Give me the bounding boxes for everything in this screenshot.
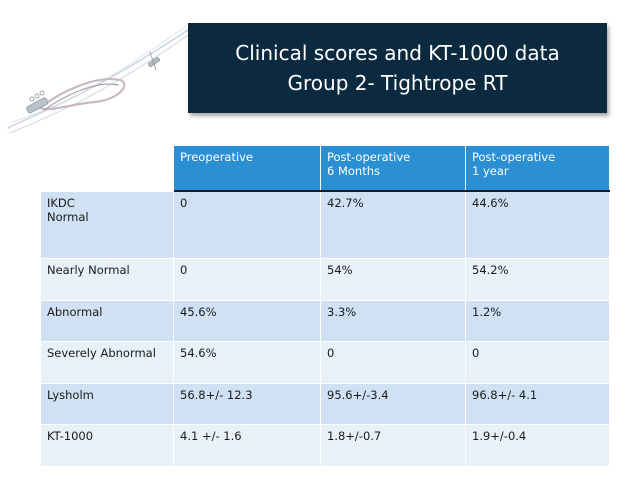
- table-row: Nearly Normal 0 54% 54.2%: [40, 258, 610, 301]
- row-label-ikdc-normal: IKDC Normal: [40, 190, 174, 260]
- clinical-scores-table: Preoperative Post-operative 6 Months Pos…: [40, 145, 610, 467]
- table-cell: 1.2%: [465, 299, 610, 343]
- header-6m-line-2: 6 Months: [327, 164, 381, 178]
- table-row: Lysholm 56.8+/- 12.3 95.6+/-3.4 96.8+/- …: [40, 382, 610, 426]
- row-label-abnormal: Abnormal: [40, 299, 174, 343]
- table-header-row: Preoperative Post-operative 6 Months Pos…: [40, 145, 610, 192]
- row-label-nearly-normal: Nearly Normal: [40, 258, 174, 301]
- table-cell: 0: [173, 258, 321, 301]
- header-6m-line-1: Post-operative: [327, 150, 411, 164]
- header-preoperative: Preoperative: [173, 145, 321, 192]
- table-cell: 3.3%: [320, 299, 466, 343]
- table-cell: 1.9+/-0.4: [465, 424, 610, 467]
- slide-title-line-1: Clinical scores and KT-1000 data: [235, 41, 560, 65]
- table-cell: 4.1 +/- 1.6: [173, 424, 321, 467]
- header-1y-line-2: 1 year: [472, 164, 509, 178]
- table-row: Severely Abnormal 54.6% 0 0: [40, 341, 610, 384]
- header-post-operative-6-months: Post-operative 6 Months: [320, 145, 466, 192]
- slide-title: Clinical scores and KT-1000 data Group 2…: [188, 23, 607, 113]
- header-post-operative-1-year: Post-operative 1 year: [465, 145, 610, 192]
- table-cell: 45.6%: [173, 299, 321, 343]
- table-row: IKDC Normal 0 42.7% 44.6%: [40, 190, 610, 260]
- table-cell: 0: [173, 190, 321, 260]
- table-row: Abnormal 45.6% 3.3% 1.2%: [40, 299, 610, 343]
- table-cell: 96.8+/- 4.1: [465, 382, 610, 426]
- header-preoperative-label: Preoperative: [180, 150, 254, 164]
- header-corner-cell: [40, 145, 174, 192]
- table-cell: 95.6+/-3.4: [320, 382, 466, 426]
- table-cell: 54%: [320, 258, 466, 301]
- table-cell: 54.6%: [173, 341, 321, 384]
- table-cell: 44.6%: [465, 190, 610, 260]
- row-label-kt-1000: KT-1000: [40, 424, 174, 467]
- table-cell: 56.8+/- 12.3: [173, 382, 321, 426]
- table-cell: 0: [320, 341, 466, 384]
- table-cell: 42.7%: [320, 190, 466, 260]
- header-1y-line-1: Post-operative: [472, 150, 556, 164]
- table-cell: 0: [465, 341, 610, 384]
- row-label-line-1: IKDC: [47, 196, 75, 210]
- tightrope-device-illustration: [7, 25, 191, 134]
- row-label-severely-abnormal: Severely Abnormal: [40, 341, 174, 384]
- table-cell: 54.2%: [465, 258, 610, 301]
- table-row: KT-1000 4.1 +/- 1.6 1.8+/-0.7 1.9+/-0.4: [40, 424, 610, 467]
- table-cell: 1.8+/-0.7: [320, 424, 466, 467]
- row-label-line-2: Normal: [47, 210, 89, 224]
- row-label-lysholm: Lysholm: [40, 382, 174, 426]
- slide-title-line-2: Group 2- Tightrope RT: [287, 71, 508, 95]
